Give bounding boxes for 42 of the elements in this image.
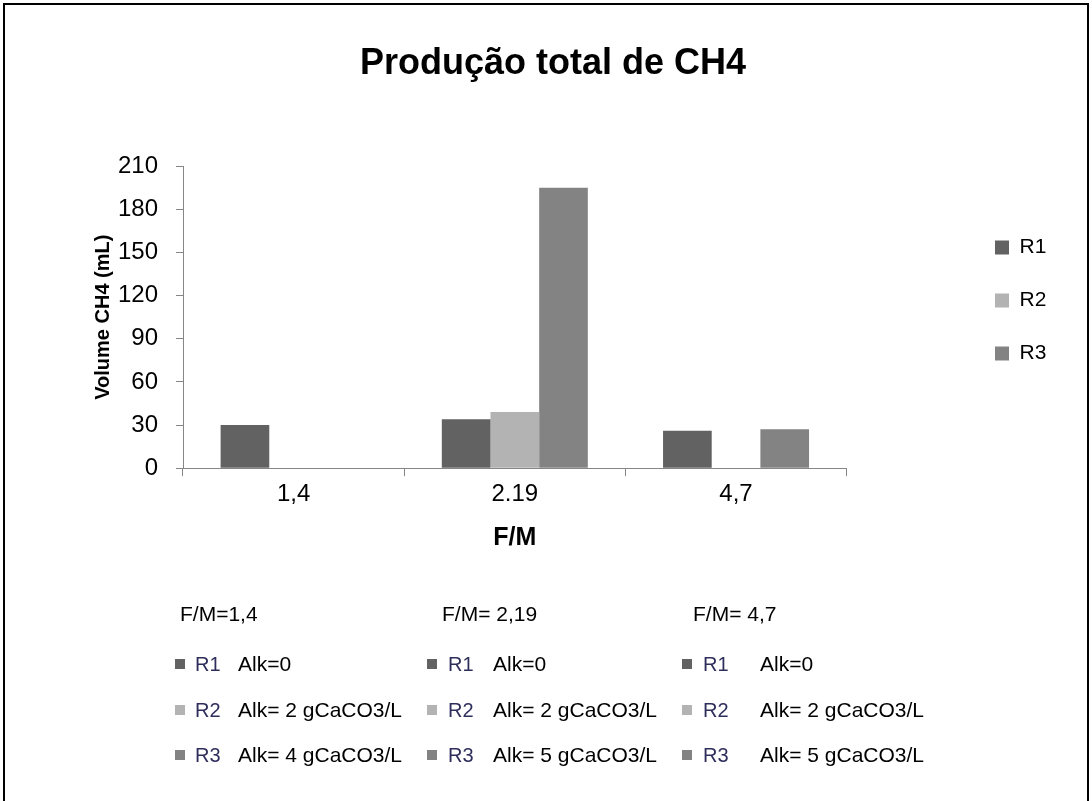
bar <box>490 412 540 468</box>
text: F/M= 2,19 <box>442 602 538 626</box>
legend-label: R3 <box>1019 340 1047 364</box>
y-tick-label: 180 <box>117 193 158 221</box>
y-tick-label: 30 <box>131 409 158 437</box>
x-tick-label: 2.19 <box>491 479 539 507</box>
text: Alk=0 <box>493 652 547 676</box>
text: Alk= 5 gCaCO3/L <box>493 743 658 767</box>
legend-label: R2 <box>1019 287 1047 311</box>
x-tick-label: 1,4 <box>276 479 311 507</box>
y-axis-title: Volume CH4 (mL) <box>90 234 113 400</box>
y-tick-label: 210 <box>117 150 158 178</box>
y-tick-label: 150 <box>117 237 158 265</box>
y-tick-label: 0 <box>144 452 158 480</box>
text: Alk=0 <box>760 652 814 676</box>
text: Alk= 2 gCaCO3/L <box>493 698 658 722</box>
bar <box>441 419 491 468</box>
x-tick-label: 4,7 <box>719 479 753 507</box>
text: R1 <box>703 652 729 676</box>
y-tick-label: 60 <box>131 366 158 394</box>
y-tick-label: 90 <box>131 323 158 351</box>
text: Alk= 4 gCaCO3/L <box>238 743 403 767</box>
legend-label: R1 <box>1019 234 1047 258</box>
bar <box>220 425 270 468</box>
text: R3 <box>703 743 729 767</box>
y-tick-label: 120 <box>117 280 158 308</box>
text: Alk=0 <box>238 652 292 676</box>
text: Alk= 5 gCaCO3/L <box>760 743 925 767</box>
text: F/M= 4,7 <box>693 602 777 626</box>
text: R3 <box>195 743 221 767</box>
chart-title: Produção total de CH4 <box>359 40 747 82</box>
text: R2 <box>448 698 474 722</box>
text: R2 <box>195 698 221 722</box>
text: F/M=1,4 <box>180 602 258 626</box>
text: R1 <box>448 652 474 676</box>
text: R3 <box>448 743 474 767</box>
text: Alk= 2 gCaCO3/L <box>238 698 403 722</box>
text: Alk= 2 gCaCO3/L <box>760 698 925 722</box>
x-axis-title: F/M <box>493 521 537 550</box>
text: R1 <box>195 652 221 676</box>
bar <box>663 430 712 468</box>
text: R2 <box>703 698 729 722</box>
